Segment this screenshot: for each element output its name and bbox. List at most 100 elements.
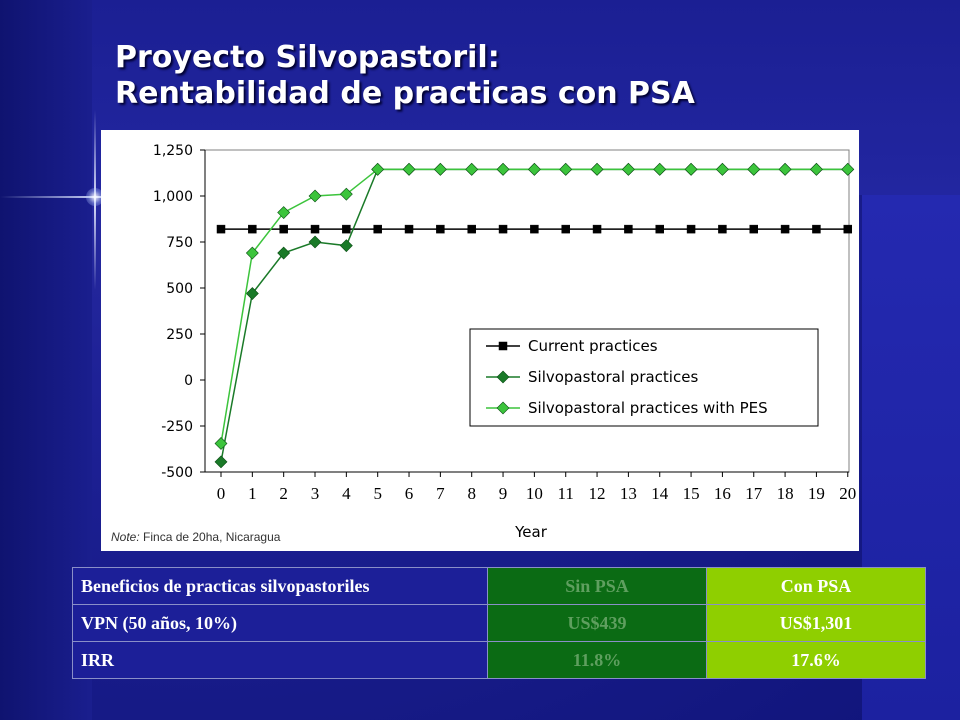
x-tick-label: 4	[342, 484, 351, 503]
x-tick-label: 18	[777, 484, 794, 503]
data-point	[373, 224, 382, 234]
data-point	[747, 162, 761, 176]
data-point	[778, 162, 792, 176]
data-point	[248, 224, 257, 234]
data-point	[277, 206, 291, 219]
x-tick-label: 14	[651, 484, 669, 503]
legend-marker	[498, 341, 508, 351]
x-tick-label: 17	[745, 484, 763, 503]
table-header-cell: Sin PSA	[487, 567, 707, 605]
data-point	[465, 162, 479, 176]
data-point	[749, 224, 758, 234]
data-point	[684, 162, 698, 176]
table-cell: US$1,301	[706, 604, 926, 642]
y-tick-label: -250	[161, 419, 193, 435]
table-cell: 11.8%	[487, 641, 707, 679]
table-cell: US$439	[487, 604, 707, 642]
data-point	[780, 224, 790, 234]
data-point	[216, 224, 226, 234]
data-point	[277, 246, 291, 260]
data-point	[624, 224, 633, 234]
data-point	[810, 162, 823, 176]
x-tick-label: 15	[683, 484, 700, 503]
data-point	[214, 437, 228, 450]
y-tick-label: 0	[184, 373, 193, 389]
legend-marker	[496, 370, 510, 384]
chart-note-text: Finca de 20ha, Nicaragua	[139, 530, 281, 544]
x-tick-label: 10	[526, 484, 543, 503]
x-tick-label: 13	[620, 484, 637, 503]
data-point	[559, 162, 573, 176]
legend-marker	[496, 401, 510, 415]
table-header-row: Beneficios de practicas silvopastoriles …	[72, 567, 926, 605]
slide-title-line-1: Proyecto Silvopastoril:	[115, 40, 500, 75]
table-cell: IRR	[72, 641, 488, 679]
chart-panel: -500 -250 0 250 500 750 1,000 1,250 0 1 2 3 4 5 6 7 8 9 10…	[101, 130, 859, 551]
data-point	[592, 224, 602, 234]
x-tick-label: 7	[436, 484, 445, 503]
y-tick-label: 500	[166, 281, 193, 297]
table-cell: 17.6%	[706, 641, 926, 679]
results-table: Beneficios de practicas silvopastoriles …	[72, 567, 926, 679]
data-point	[371, 162, 385, 176]
x-axis-label: Year	[514, 523, 548, 541]
x-tick-label: 8	[467, 484, 476, 503]
data-point	[686, 224, 696, 234]
table-header-cell: Beneficios de practicas silvopastoriles	[72, 567, 488, 605]
data-point	[812, 224, 821, 234]
legend-label: Silvopastoral practices with PES	[528, 399, 768, 417]
x-tick-label: 19	[808, 484, 825, 503]
data-point	[308, 189, 322, 203]
y-tick-label: 1,000	[153, 189, 193, 205]
data-point	[214, 455, 228, 469]
legend-label: Current practices	[528, 337, 658, 355]
data-point	[436, 224, 445, 234]
y-tick-label: 750	[166, 235, 193, 251]
y-tick-label: 250	[166, 327, 193, 343]
y-tick-label: -500	[161, 465, 193, 481]
x-tick-label: 6	[405, 484, 414, 503]
data-point	[496, 162, 510, 176]
x-tick-label: 3	[311, 484, 320, 503]
data-point	[590, 162, 604, 176]
data-point	[527, 162, 541, 176]
table-cell-text: 11.8%	[572, 649, 622, 670]
data-point	[843, 224, 853, 234]
light-flare-center	[86, 188, 104, 206]
data-point	[530, 224, 539, 234]
table-row: IRR 11.8% 17.6%	[72, 641, 926, 679]
data-point	[498, 224, 508, 234]
slide-title: Proyecto Silvopastoril: Rentabilidad de …	[115, 40, 695, 112]
table-row: VPN (50 años, 10%) US$439 US$1,301	[72, 604, 926, 642]
data-point	[841, 162, 855, 176]
data-point	[308, 235, 322, 249]
data-point	[404, 224, 414, 234]
data-point	[467, 224, 476, 234]
data-point	[718, 224, 727, 234]
x-tick-label: 12	[589, 484, 606, 503]
slide-title-line-2: Rentabilidad de practicas con PSA	[115, 76, 695, 111]
x-tick-label: 1	[248, 484, 257, 503]
table-cell-text: US$439	[567, 612, 627, 633]
data-point	[310, 224, 320, 234]
y-tick-label: 1,250	[153, 143, 193, 159]
data-point	[279, 224, 288, 234]
data-point	[342, 224, 351, 234]
legend-box	[469, 328, 819, 427]
legend-label: Silvopastoral practices	[528, 368, 698, 386]
data-point	[245, 287, 259, 300]
table-header-text: Sin PSA	[565, 575, 629, 596]
x-tick-label: 20	[839, 484, 856, 503]
data-point	[561, 224, 570, 234]
data-point	[402, 162, 416, 176]
data-point	[339, 239, 353, 253]
chart-note-label: Note:	[111, 530, 140, 544]
x-tick-label: 5	[373, 484, 382, 503]
x-tick-label: 11	[558, 484, 574, 503]
data-point	[655, 224, 664, 234]
x-tick-label: 0	[217, 484, 226, 503]
x-tick-label: 9	[499, 484, 508, 503]
x-tick-label: 2	[279, 484, 288, 503]
data-point	[653, 162, 667, 176]
